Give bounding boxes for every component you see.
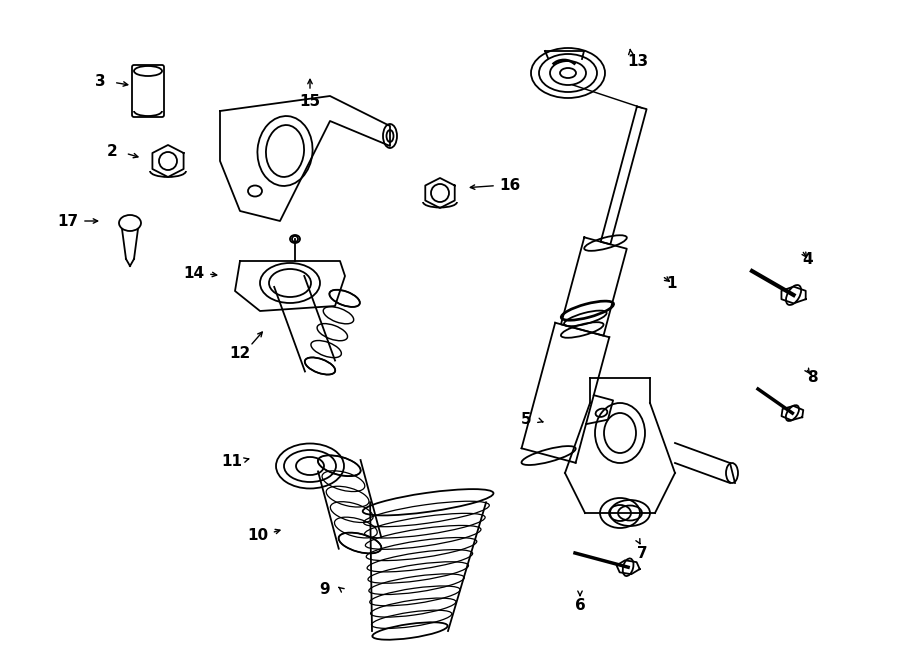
Text: 8: 8 (806, 369, 817, 385)
Text: 11: 11 (221, 453, 242, 469)
Text: 15: 15 (300, 93, 320, 108)
Text: 2: 2 (106, 143, 117, 159)
Text: 10: 10 (248, 527, 268, 543)
Text: 13: 13 (627, 54, 649, 69)
Text: 14: 14 (184, 266, 204, 280)
Text: 17: 17 (58, 214, 78, 229)
Text: 3: 3 (94, 73, 105, 89)
Text: 4: 4 (803, 251, 814, 266)
Text: 12: 12 (230, 346, 250, 360)
Text: 9: 9 (320, 582, 330, 596)
Text: 5: 5 (521, 412, 531, 426)
Text: 16: 16 (500, 178, 520, 192)
Text: 7: 7 (636, 545, 647, 561)
Text: 6: 6 (574, 598, 585, 613)
Text: 1: 1 (667, 276, 677, 290)
